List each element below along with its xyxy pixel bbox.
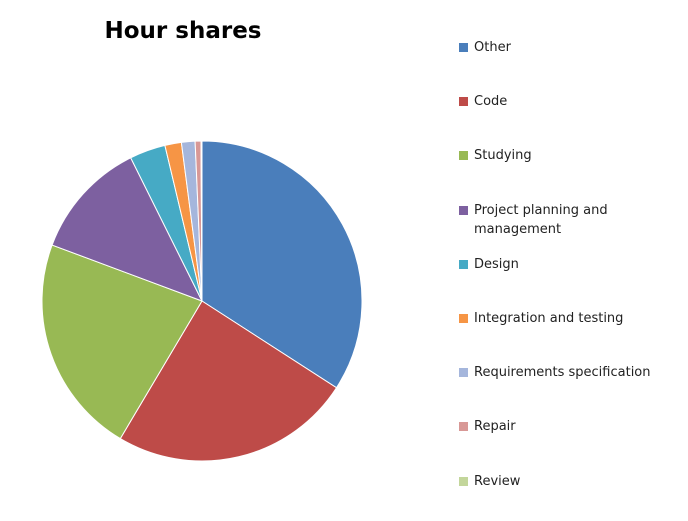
- legend-item: Project planning and management: [459, 201, 674, 239]
- legend-label: Repair: [474, 419, 516, 435]
- legend-label: Project planning and management: [474, 202, 608, 237]
- legend-item: Code: [459, 92, 674, 111]
- legend-swatch: [459, 476, 468, 486]
- legend-swatch: [459, 422, 468, 432]
- legend-item: Repair: [459, 417, 674, 436]
- legend-swatch: [459, 151, 468, 161]
- legend-item: Studying: [459, 146, 674, 165]
- legend-item: Design: [459, 255, 674, 274]
- chart-title: Hour shares: [104, 18, 262, 44]
- legend-label: Integration and testing: [474, 311, 624, 326]
- pie-slice-review: [200, 140, 203, 302]
- legend-swatch: [459, 43, 468, 52]
- legend-swatch: [459, 368, 468, 378]
- legend-item: Integration and testing: [459, 309, 674, 328]
- legend-swatch: [459, 97, 468, 107]
- legend-label: Other: [474, 40, 511, 55]
- pie-slice-code: [119, 300, 338, 462]
- legend-item: Other: [459, 38, 674, 57]
- legend-label: Code: [474, 94, 508, 110]
- legend-label: Requirements specification: [474, 365, 651, 381]
- legend-swatch: [459, 205, 468, 215]
- legend-label: Review: [474, 473, 521, 489]
- legend-label: Studying: [474, 148, 532, 164]
- pie-slice-other: [201, 140, 363, 389]
- legend-swatch: [459, 314, 468, 323]
- legend-swatch: [459, 259, 468, 269]
- pie-slice-project-planning-and-management: [51, 157, 204, 302]
- legend-item: Review: [459, 472, 674, 491]
- pie-slice-studying: [41, 244, 203, 440]
- legend-item: Requirements specification: [459, 363, 674, 382]
- legend-label: Design: [474, 256, 519, 272]
